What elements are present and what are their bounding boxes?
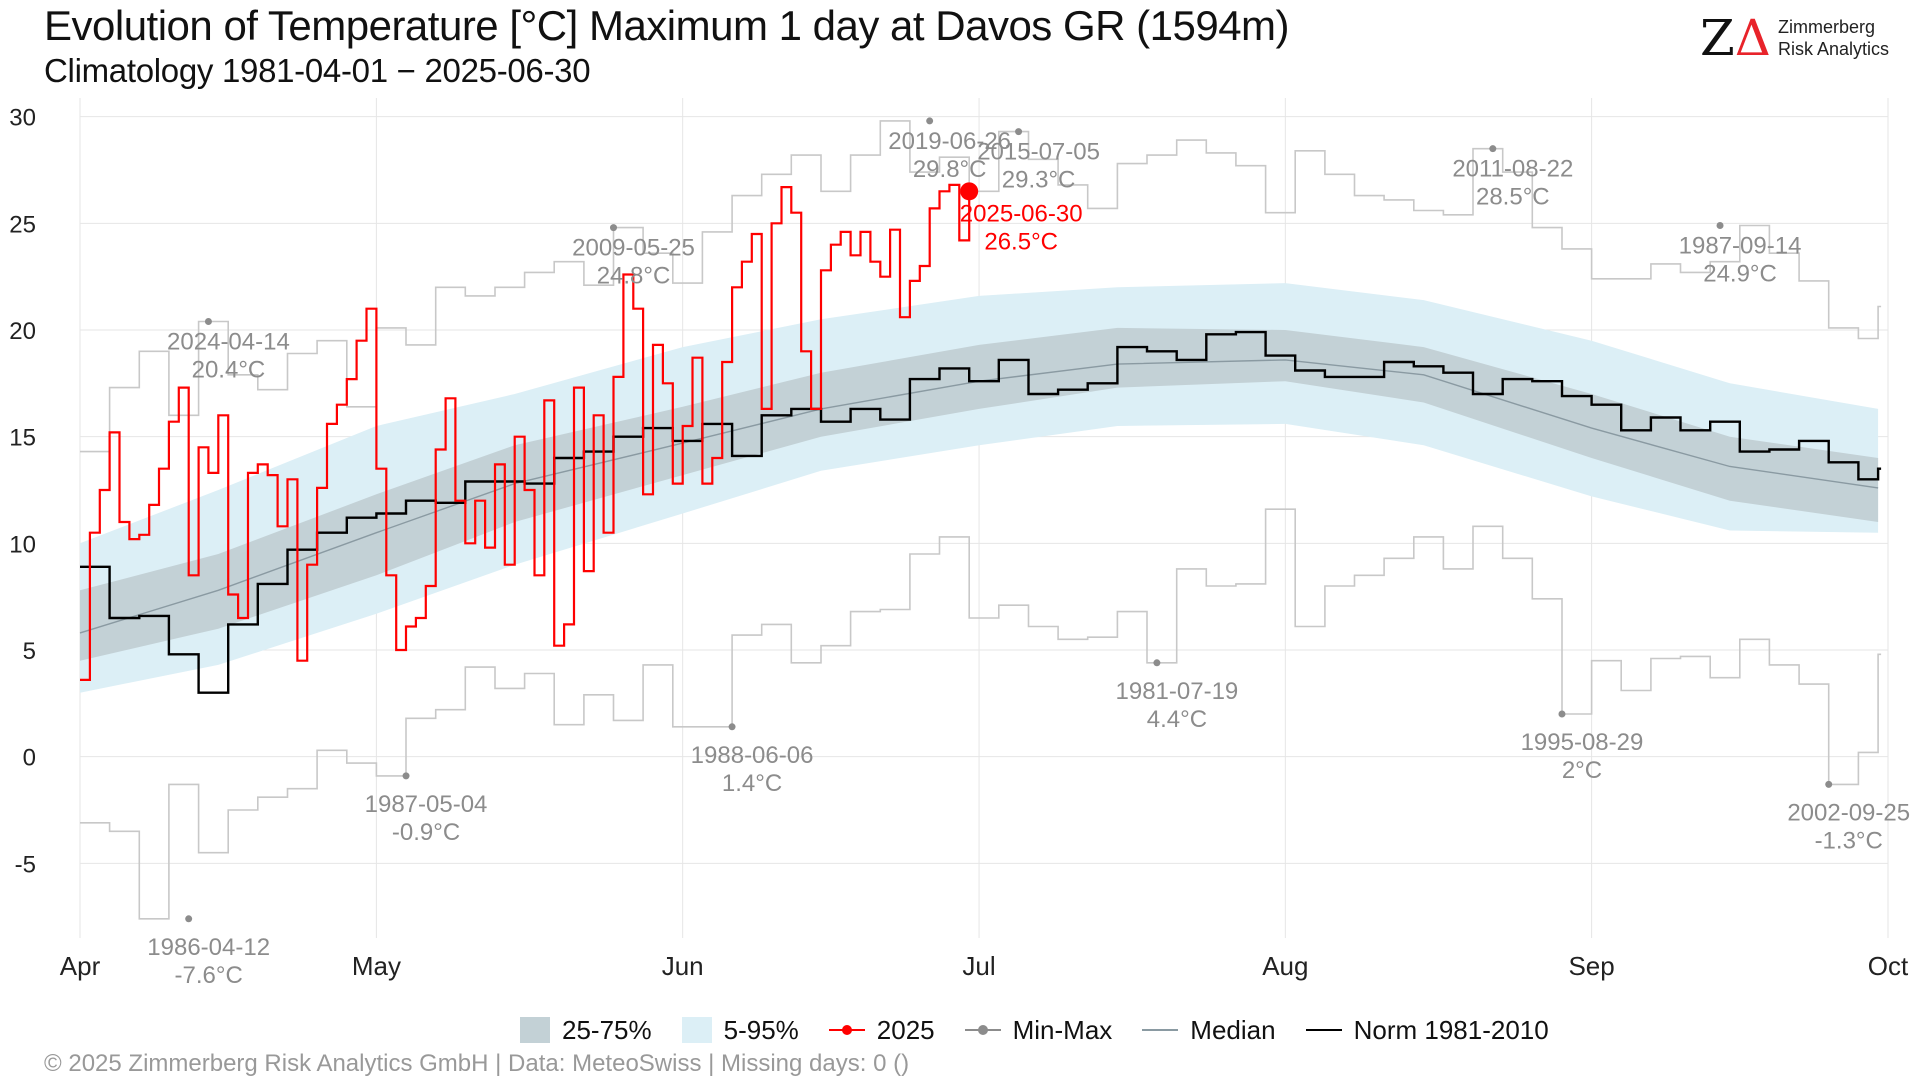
record-label-date: 2024-04-14	[167, 328, 290, 355]
record-point	[1716, 221, 1724, 229]
record-point	[1153, 659, 1161, 667]
record-label-date: 1995-08-29	[1521, 729, 1644, 756]
y-tick-label: 15	[9, 425, 36, 452]
legend-swatch	[1305, 1017, 1342, 1043]
record-label-date: 2015-07-05	[977, 139, 1100, 166]
y-tick-label: 0	[23, 745, 36, 772]
record-label-date: 2009-05-25	[572, 235, 695, 262]
legend-label: 25-75%	[562, 1014, 652, 1045]
series-norm	[80, 330, 1882, 694]
band-25-75	[80, 327, 1879, 661]
percentile-bands	[80, 283, 1879, 693]
record-label-date: 1981-07-19	[1116, 678, 1239, 705]
legend-label: Min-Max	[1012, 1014, 1113, 1045]
record-label-date: 1988-06-06	[691, 742, 814, 769]
legend-swatch	[1142, 1017, 1179, 1043]
logo-text: Zimmerberg Risk Analytics	[1778, 17, 1890, 59]
x-tick-label: Aug	[1262, 951, 1308, 981]
x-tick-label: Oct	[1868, 951, 1909, 981]
x-tick-label: Jul	[962, 951, 995, 981]
record-point	[1558, 710, 1566, 718]
record-label-value: 4.4°C	[1147, 706, 1207, 733]
current-value-point	[960, 182, 979, 201]
series-2025	[80, 183, 973, 681]
record-label-date: 1986-04-12	[147, 934, 270, 961]
legend-label: Norm 1981-2010	[1353, 1014, 1549, 1045]
legend-swatch	[520, 1017, 550, 1043]
y-tick-label: 30	[9, 105, 36, 132]
legend-item: Min-Max	[964, 1014, 1113, 1046]
record-point	[402, 772, 410, 780]
record-label-date: 2025-06-30	[960, 200, 1083, 227]
record-label-value: -0.9°C	[392, 819, 460, 846]
record-label-date: 1987-05-04	[365, 791, 488, 818]
company-logo: ZΔ Zimmerberg Risk Analytics	[1700, 10, 1900, 70]
record-label-value: 24.8°C	[597, 263, 671, 290]
record-point	[1489, 145, 1497, 153]
record-label-date: 2011-08-22	[1452, 156, 1573, 183]
legend-swatch	[964, 1017, 1001, 1043]
legend-label: Median	[1190, 1014, 1276, 1045]
record-label-value: -1.3°C	[1815, 827, 1883, 854]
y-tick-label: 10	[9, 531, 36, 558]
record-label-date: 2002-09-25	[1787, 799, 1910, 826]
record-label-date: 1987-09-14	[1679, 232, 1802, 259]
record-label-value: 1.4°C	[722, 770, 782, 797]
y-tick-label: 25	[9, 211, 36, 238]
record-label-date: 2019-06-26	[888, 128, 1011, 155]
legend-item: 2025	[828, 1014, 935, 1046]
legend-item: Norm 1981-2010	[1305, 1014, 1549, 1046]
x-tick-label: May	[352, 951, 401, 981]
record-label-value: 20.4°C	[192, 356, 266, 383]
footer-credit: © 2025 Zimmerberg Risk Analytics GmbH | …	[44, 1050, 910, 1077]
record-point	[728, 723, 736, 731]
series-record-min	[80, 508, 1882, 920]
legend-swatch	[681, 1017, 712, 1043]
record-label-value: 29.8°C	[913, 156, 987, 183]
record-label-value: 2°C	[1562, 757, 1602, 784]
record-label-value: 28.5°C	[1476, 184, 1550, 211]
record-label-value: 26.5°C	[984, 228, 1058, 255]
record-point	[1825, 780, 1833, 788]
record-label-value: 29.3°C	[1002, 167, 1076, 194]
axis-labels: -5 0 5 10 15 20 25 30 Apr May Jun Jul Aug Sep Oct	[9, 105, 1909, 981]
x-tick-label: Apr	[60, 951, 101, 981]
legend-label: 2025	[876, 1014, 935, 1045]
y-tick-label: 20	[9, 318, 36, 345]
record-point	[610, 224, 618, 232]
record-point	[185, 915, 193, 923]
record-point	[1015, 128, 1023, 136]
legend-label: 5-95%	[723, 1014, 799, 1045]
series-lines	[79, 120, 1882, 920]
chart-title: Evolution of Temperature [°C] Maximum 1 …	[44, 2, 1290, 49]
record-label-value: 24.9°C	[1703, 260, 1777, 287]
legend-item: 5-95%	[681, 1014, 799, 1046]
logo-mark: ZΔ	[1700, 9, 1771, 67]
chart-legend: 25-75% 5-95% 2025 Min-Max Median Norm 1981-20…	[520, 1014, 1579, 1046]
legend-swatch	[828, 1017, 865, 1043]
record-point	[204, 317, 212, 325]
record-label-value: -7.6°C	[175, 962, 243, 989]
chart-subtitle: Climatology 1981-04-01 − 2025-06-30	[44, 52, 591, 89]
x-tick-label: Jun	[662, 951, 704, 981]
legend-item: Median	[1142, 1014, 1276, 1046]
record-point	[926, 117, 934, 125]
y-tick-label: 5	[23, 638, 36, 665]
x-tick-label: Sep	[1568, 951, 1614, 981]
series-record-max	[80, 120, 1882, 453]
legend-item: 25-75%	[520, 1015, 652, 1046]
y-tick-label: -5	[15, 851, 36, 878]
